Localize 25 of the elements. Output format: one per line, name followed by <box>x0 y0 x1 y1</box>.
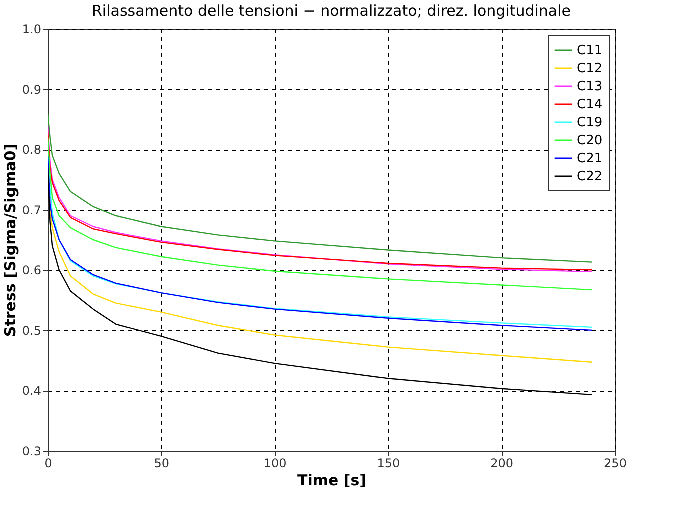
legend-label: C19 <box>577 116 603 130</box>
legend-label: C11 <box>577 44 603 58</box>
y-tick-label: 0.4 <box>22 384 42 398</box>
x-tick-label: 50 <box>154 456 170 470</box>
legend-label: C14 <box>577 98 603 112</box>
legend-label: C12 <box>577 62 603 76</box>
y-tick-label: 0.3 <box>22 444 42 458</box>
x-axis-title: Time [s] <box>297 472 367 490</box>
legend-label: C21 <box>577 152 603 166</box>
x-tick-label: 200 <box>490 456 514 470</box>
y-tick-label: 0.8 <box>22 143 42 158</box>
y-tick-label: 0.5 <box>22 324 42 338</box>
chart-title: Rilassamento delle tensioni − normalizzato; direz. longitudinale <box>92 2 572 20</box>
x-tick-label: 250 <box>604 456 627 470</box>
y-tick-label: 1.0 <box>22 22 42 36</box>
legend-label: C20 <box>577 134 603 148</box>
x-tick-label: 0 <box>44 456 52 470</box>
legend-label: C22 <box>577 170 603 184</box>
y-tick-label: 0.7 <box>22 203 42 218</box>
y-axis-title: Stress [Sigma/Sigma0] <box>1 144 20 338</box>
x-tick-label: 150 <box>377 456 400 470</box>
y-tick-label: 0.6 <box>22 264 42 278</box>
y-tick-label: 0.9 <box>22 82 42 97</box>
x-tick-label: 100 <box>264 456 287 470</box>
legend-label: C13 <box>577 80 603 94</box>
